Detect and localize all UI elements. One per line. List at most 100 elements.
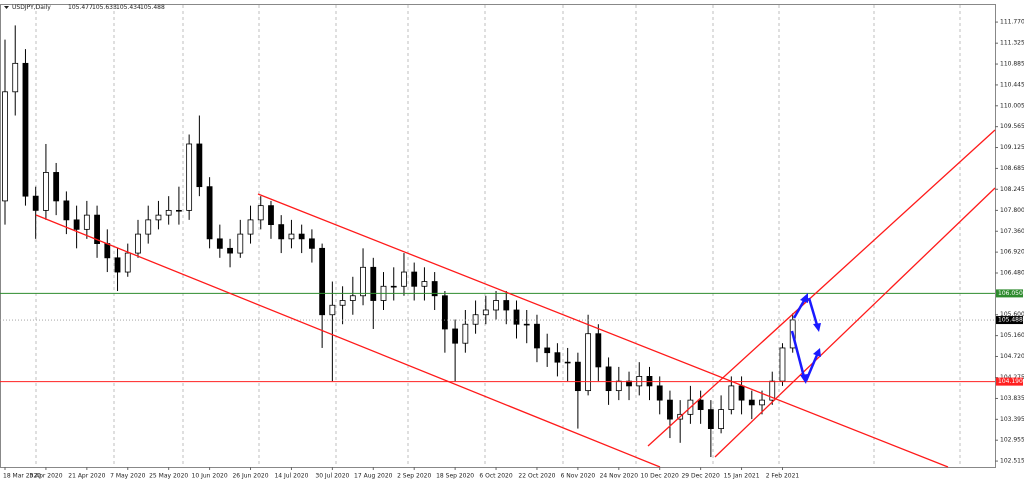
candle-body [615,380,622,392]
y-tick-label: 107.800 [1000,207,1024,214]
candle-body [574,361,581,392]
y-tick-label: 108.685 [1000,165,1024,172]
price-level-tag [996,316,1023,325]
candle-body [595,333,602,368]
trendlines [35,129,996,468]
candle-body [718,409,724,429]
candle-body [482,309,489,316]
candle-body [319,247,326,316]
candle-body [360,266,366,297]
y-tick-label: 102.955 [1000,437,1024,444]
candle-body [697,399,704,411]
candle-body [656,385,663,401]
candle-body [2,91,8,202]
y-tick-label: 109.125 [1000,144,1024,151]
price-level-label: 106.050 [998,290,1023,297]
candle-body [523,323,530,326]
y-tick-label: 104.275 [1000,374,1024,381]
y-tick-label: 103.835 [1000,395,1024,402]
candle-body [513,309,520,325]
x-tick-label: 2 Feb 2021 [766,473,800,480]
y-tick-label: 107.360 [1000,228,1024,235]
price-level-label: 104.190 [998,378,1023,385]
candle-body [155,214,162,221]
candle-body [503,300,510,311]
candle-body [83,214,90,230]
price-level-label: 105.488 [998,317,1023,324]
header-price: 105.488 [140,4,165,11]
candle-body [53,172,60,202]
symbol-title: USDJPY,Daily [12,4,51,11]
x-tick-label: 18 Sep 2020 [436,473,474,480]
candle-body [237,233,244,254]
x-tick-label: 6 Oct 2020 [479,473,512,480]
candle-body [472,314,479,325]
candle-body [268,205,274,226]
candle-body [544,347,551,354]
time-grid [35,5,961,467]
y-tick-label: 108.245 [1000,186,1024,193]
y-tick-label: 109.565 [1000,123,1024,130]
plot-frame [0,4,996,468]
x-tick-label: 30 Jul 2020 [315,473,349,480]
price-level-tag [996,377,1023,386]
candle-body [738,385,745,401]
x-tick-label: 2 Sep 2020 [397,473,431,480]
x-tick-label: 14 Jul 2020 [274,473,308,480]
candle-body [554,352,561,363]
candle-body [779,347,786,382]
x-tick-label: 22 Oct 2020 [518,473,555,480]
candle-body [728,385,735,411]
candle-body [12,62,19,93]
y-tick-label: 105.160 [1000,332,1024,339]
x-tick-label: 10 Jun 2020 [192,473,228,480]
candle-body [748,399,755,406]
candle-body [73,219,80,230]
candle-body [349,295,356,301]
menu-triangle[interactable] [4,6,9,9]
candle-body [329,304,336,316]
candle-body [390,285,397,288]
candle-body [206,186,213,240]
x-tick-label: 25 May 2020 [149,473,188,480]
y-tick-label: 106.920 [1000,249,1024,256]
candle-body [124,252,131,273]
header-price: 105.434 [116,4,141,11]
candle-body [564,361,571,364]
header-price: 105.633 [92,4,117,11]
candle-body [94,214,100,244]
candle-body [32,195,39,211]
candle-body [165,209,172,216]
x-tick-label: 10 Dec 2020 [641,473,680,480]
candle-body [186,143,193,211]
candle-body [534,323,540,349]
candle-body [63,200,70,221]
candle-body [421,281,428,287]
candle-body [114,257,121,273]
y-tick-label: 103.395 [1000,416,1024,423]
y-tick-label: 111.770 [1000,19,1024,26]
candle-body [605,366,612,392]
candle-body [441,295,448,330]
candle-body [257,205,264,221]
y-tick-label: 102.515 [1000,458,1024,465]
header-price: 105.477 [68,4,93,11]
x-tick-label: 21 Apr 2020 [68,473,105,480]
candle-body [452,328,459,344]
candle-body [370,266,377,301]
candle-body [493,300,499,311]
x-tick-label: 6 Nov 2020 [561,473,596,480]
candle-body [759,399,765,406]
y-tick-label: 105.600 [1000,311,1024,318]
candle-body [667,399,673,420]
x-tick-label: 26 Jun 2020 [232,473,268,480]
y-tick-label: 111.325 [1000,40,1024,47]
candle-body [43,172,49,211]
candle-body [135,233,141,254]
candle-body [227,247,233,254]
candle-body [216,238,223,249]
y-tick-label: 104.720 [1000,353,1024,360]
x-tick-label: 3 Apr 2020 [29,473,62,480]
candle-body [401,271,407,287]
